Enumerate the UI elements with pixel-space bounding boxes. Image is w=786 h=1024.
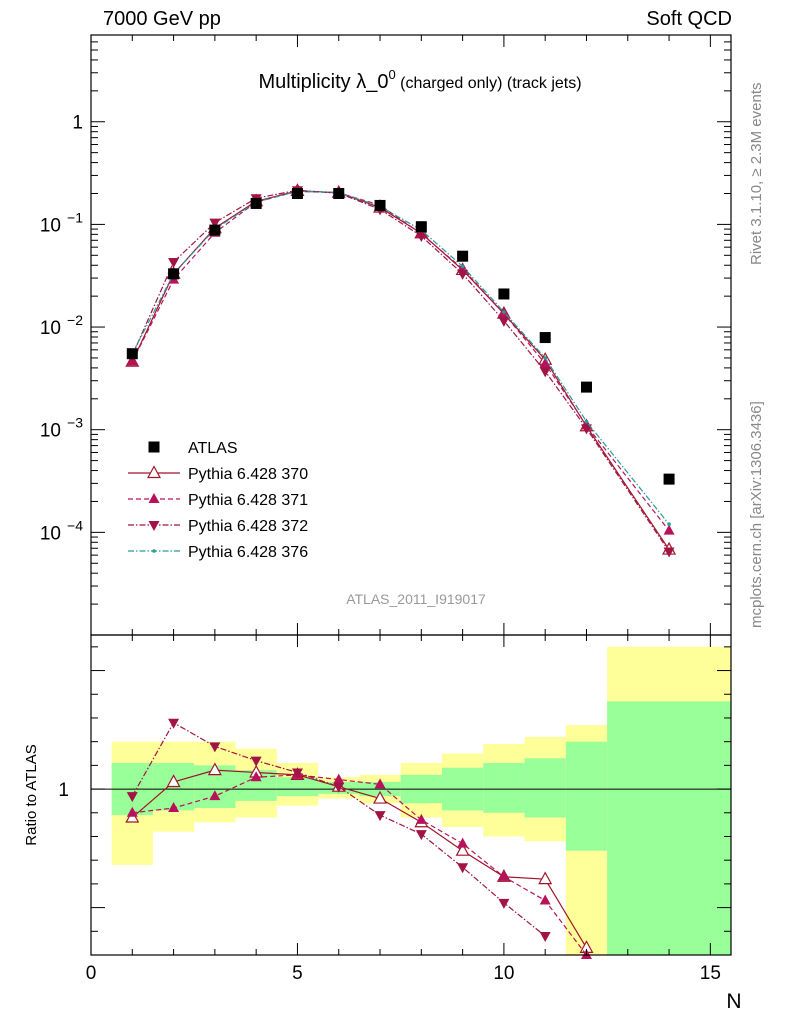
ratio-point <box>209 790 221 801</box>
x-tick-label: 10 <box>493 963 514 984</box>
ratio-point <box>539 932 551 943</box>
ratio-frame <box>90 634 732 956</box>
legend-label: Pythia 6.428 370 <box>188 466 308 483</box>
ratio-point <box>168 718 180 729</box>
legend-marker <box>146 465 162 479</box>
legend-label: Pythia 6.428 371 <box>188 492 308 509</box>
ratio-point <box>291 768 303 779</box>
ratio-point <box>333 773 345 784</box>
ratio-point <box>415 830 427 841</box>
y-tick-label: 10 <box>40 523 61 544</box>
y-tick-exponent: −3 <box>67 415 83 431</box>
ratio-line <box>131 769 587 949</box>
legend-label: Pythia 6.428 376 <box>188 544 308 561</box>
ratio-tick-label: 1 <box>58 780 69 801</box>
data-point <box>663 524 675 535</box>
x-tick-label: 0 <box>86 963 97 984</box>
data-point <box>374 199 386 211</box>
y-tick-exponent: −4 <box>67 517 83 533</box>
ratio-point <box>126 806 138 817</box>
legend-marker <box>148 521 160 531</box>
x-axis-label: N <box>726 990 741 1013</box>
data-point <box>209 218 221 229</box>
ratio-point <box>457 863 469 874</box>
data-point <box>415 221 427 233</box>
y-tick-label: 10 <box>40 421 61 442</box>
ratio-point <box>373 790 388 804</box>
ratio-point <box>166 774 181 788</box>
ratio-series <box>91 718 731 959</box>
uncertainty-band-inner <box>276 777 319 797</box>
data-point <box>250 197 262 209</box>
data-point <box>457 269 469 280</box>
ratio-point <box>168 802 180 813</box>
data-point <box>543 356 547 360</box>
y-tick-exponent: −1 <box>67 209 83 225</box>
ratio-point <box>207 762 222 776</box>
ratio-point <box>415 813 427 824</box>
main-frame <box>90 34 732 636</box>
data-point <box>168 268 180 280</box>
data-point <box>663 547 675 558</box>
uncertainty-band-inner <box>524 758 566 818</box>
legend-marker <box>148 493 160 503</box>
y-tick-label: 1 <box>72 113 83 134</box>
ratio-point <box>333 782 345 793</box>
legend-label: ATLAS <box>188 440 238 457</box>
ratio-line <box>132 774 587 956</box>
ratio-point <box>498 898 510 909</box>
data-point <box>209 224 221 236</box>
data-point <box>667 522 671 527</box>
legend: ATLAS Pythia 6.428 370 Pythia 6.428 371 Pyt… <box>128 440 308 561</box>
data-point <box>126 348 138 360</box>
y-tick-label: 10 <box>40 318 61 339</box>
ratio-point <box>250 756 262 767</box>
data-point <box>457 250 469 262</box>
data-point <box>498 316 510 327</box>
uncertainty-band-inner <box>565 741 608 851</box>
ratio-point <box>374 778 386 789</box>
analysis-watermark: ATLAS_2011_I919017 <box>346 591 486 607</box>
legend-label: Pythia 6.428 372 <box>188 518 308 535</box>
x-tick-label: 15 <box>700 963 721 984</box>
ratio-point <box>126 792 138 803</box>
data-point <box>333 187 345 199</box>
data-point <box>291 187 303 199</box>
ratio-point <box>538 871 553 885</box>
data-point <box>580 424 592 435</box>
data-point <box>663 473 675 485</box>
y-tick-exponent: −2 <box>67 312 83 328</box>
header-left: 7000 GeV pp <box>103 8 221 30</box>
data-point <box>168 258 180 269</box>
ticks <box>90 34 731 955</box>
data-point <box>502 310 506 314</box>
data-point <box>460 264 465 269</box>
ratio-y-axis-label: Ratio to ATLAS <box>23 744 40 845</box>
legend-marker <box>152 549 156 553</box>
uncertainty-band-inner <box>607 701 731 955</box>
data-point <box>498 288 510 300</box>
data-point <box>584 419 589 424</box>
chart-title: Multiplicity λ_00 (charged only) (track … <box>258 67 581 93</box>
data-point <box>539 357 551 368</box>
data-point <box>580 381 592 393</box>
data-point <box>539 332 551 344</box>
uncertainty-band-inner <box>483 763 525 813</box>
legend-marker <box>148 441 160 453</box>
header-right: Soft QCD <box>646 8 732 30</box>
ratio-point <box>250 771 262 782</box>
x-tick-label: 5 <box>292 963 303 984</box>
data-point <box>415 232 427 243</box>
main-series <box>125 183 677 558</box>
ratio-point <box>539 894 551 905</box>
ratio-point <box>209 742 221 753</box>
y-tick-label: 10 <box>40 215 61 236</box>
ratio-bands <box>111 646 731 955</box>
ratio-point <box>498 870 510 881</box>
ratio-point <box>457 837 469 848</box>
data-point <box>539 367 551 378</box>
ratio-point <box>374 811 386 822</box>
ratio-point <box>455 842 470 856</box>
